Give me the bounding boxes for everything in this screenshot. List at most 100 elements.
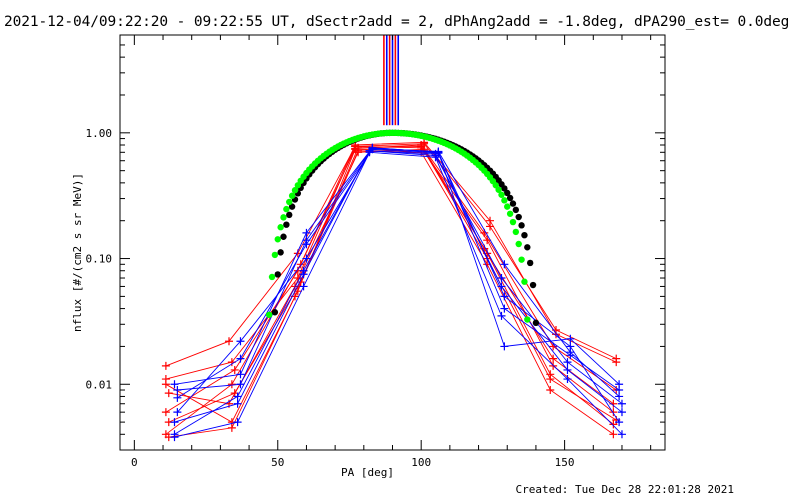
series-group (161, 138, 626, 442)
series-14-point-3 (368, 143, 377, 152)
y-axis-label: nflux [#/(cm2 s sr MeV)] (71, 173, 84, 332)
series-9-point-6 (563, 358, 572, 367)
series-line-6 (168, 145, 614, 423)
series-12-point-1 (236, 337, 245, 346)
y-tick-label-0: 0.01 (86, 378, 113, 391)
fit-green-dot-55 (288, 192, 296, 199)
series-2-point-0 (164, 389, 173, 398)
fit-green (265, 129, 531, 323)
y-tick-label-2: 1.00 (86, 127, 113, 140)
series-4-point-6 (546, 386, 555, 395)
series-8-point-2 (302, 228, 311, 237)
fit-black-dot-51 (277, 249, 284, 256)
y-tick-label-1: 0.10 (86, 253, 113, 266)
fit-black-dot-131 (506, 194, 514, 202)
series-13-point-5 (497, 282, 506, 291)
series-13-point-1 (233, 399, 242, 408)
fit-green-dot-128 (498, 191, 505, 198)
fit-black-dot-55 (288, 203, 296, 210)
series-7-point-6 (546, 375, 555, 384)
series-line-1 (165, 141, 617, 435)
fit-black-dot-140 (532, 319, 540, 327)
fit-green-dot-127 (495, 186, 502, 193)
series-line-5 (165, 143, 617, 367)
series-9-point-5 (497, 274, 506, 283)
fit-green-dot-133 (512, 228, 520, 236)
series-12-point-0 (173, 408, 182, 417)
series-14-point-1 (236, 380, 245, 389)
series-11-point-1 (233, 418, 242, 427)
series-14-point-5 (500, 304, 509, 313)
series-5-point-0 (161, 361, 170, 370)
series-line-3 (165, 144, 617, 413)
fit-green-dot-131 (506, 210, 514, 217)
series-9-point-7 (617, 399, 626, 408)
series-5-point-7 (612, 354, 621, 363)
fit-black-dot-139 (529, 281, 537, 289)
series-11-point-2 (299, 282, 308, 291)
series-10-point-5 (500, 292, 509, 301)
series-1-point-1 (227, 380, 236, 389)
series-8-point-6 (566, 334, 575, 343)
series-line-13 (174, 150, 623, 423)
fit-black-dot-52 (280, 233, 287, 240)
series-3-point-0 (161, 408, 170, 417)
series-13-point-7 (617, 408, 626, 417)
fit-black-dot-134 (515, 213, 522, 221)
fit-green-dot-135 (518, 256, 525, 263)
series-11-point-7 (617, 430, 626, 439)
fit-green-dot-137 (524, 316, 531, 323)
series-line-12 (177, 148, 620, 413)
fit-black-dot-49 (271, 309, 279, 316)
fit-green-dot-134 (515, 240, 522, 248)
fit-black-dot-54 (286, 211, 293, 219)
series-0-point-7 (609, 408, 618, 417)
series-14-point-4 (434, 148, 443, 157)
series-13-point-0 (170, 418, 179, 427)
fit-green-dot-49 (271, 251, 279, 259)
series-3-point-1 (230, 365, 239, 374)
x-tick-label-1: 50 (271, 456, 284, 469)
series-14-point-2 (302, 236, 311, 245)
fit-black-dot-133 (512, 206, 520, 214)
series-line-14 (177, 147, 620, 391)
fit-black-dot-129 (501, 185, 508, 192)
series-5-point-1 (225, 337, 233, 346)
series-11-point-6 (563, 375, 572, 384)
axes-group: 0 50 100 150 0.01 0.10 1.00 PA [deg] nflux [#/(c… (71, 34, 665, 479)
series-14-point-7 (615, 386, 624, 395)
series-line-8 (174, 147, 620, 385)
series-13-point-6 (563, 365, 572, 374)
series-line-9 (174, 150, 623, 435)
series-8-point-5 (500, 342, 509, 351)
x-tick-label-3: 150 (555, 456, 575, 469)
series-5-point-5 (486, 222, 495, 231)
series-line-4 (168, 150, 614, 438)
fit-black-dot-138 (526, 259, 534, 267)
series-7-point-3 (351, 145, 360, 154)
series-4-point-7 (609, 430, 618, 439)
x-axis-label: PA [deg] (341, 466, 394, 479)
fit-black-dot-136 (521, 231, 528, 239)
series-8-point-1 (236, 370, 245, 379)
series-14-point-6 (566, 351, 575, 360)
fit-green-dot-48 (268, 273, 276, 281)
fit-green-dot-51 (277, 224, 284, 231)
fit-green-dot-129 (501, 197, 508, 204)
fit-curves-group (265, 129, 540, 327)
fit-black-dot-137 (524, 244, 531, 251)
x-tick-label-2: 100 (411, 456, 431, 469)
vertical-lines-group (383, 35, 400, 126)
fit-green-dot-47 (265, 311, 273, 318)
fit-black-dot-135 (518, 222, 525, 229)
series-12-point-5 (500, 260, 509, 269)
fit-green-dot-130 (504, 203, 511, 210)
series-14-point-0 (173, 386, 182, 395)
series-11-point-5 (497, 311, 506, 320)
series-13-point-2 (299, 270, 308, 279)
series-9-point-1 (233, 392, 242, 401)
fit-green-dot-52 (280, 214, 287, 221)
series-12-point-2 (302, 254, 311, 263)
series-10-point-7 (615, 418, 624, 427)
series-6-point-6 (549, 354, 558, 363)
